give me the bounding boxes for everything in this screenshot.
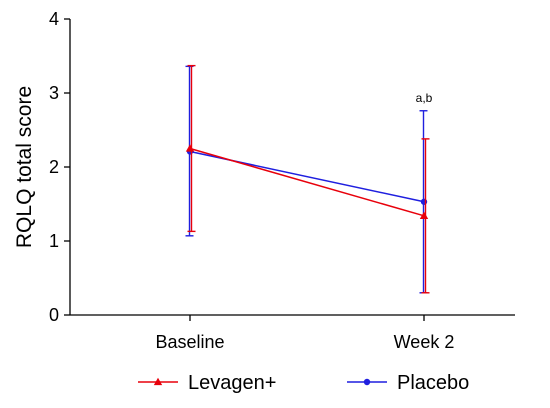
data-point bbox=[185, 144, 195, 152]
x-tick-label: Baseline bbox=[155, 332, 224, 352]
data-point bbox=[420, 198, 428, 205]
x-tick-label: Week 2 bbox=[394, 332, 455, 352]
legend-label: Levagen+ bbox=[188, 372, 276, 394]
y-tick-label: 0 bbox=[49, 305, 59, 325]
y-tick-label: 2 bbox=[49, 157, 59, 177]
y-axis-title: RQLQ total score bbox=[13, 86, 36, 248]
legend-label: Placebo bbox=[397, 372, 469, 394]
series-line bbox=[189, 147, 425, 217]
legend: Levagen+ Placebo bbox=[138, 372, 469, 394]
y-tick-label: 3 bbox=[49, 83, 59, 103]
y-tick-label: 4 bbox=[49, 9, 59, 29]
legend-item: Placebo bbox=[347, 372, 469, 394]
y-ticks: 0 1 2 3 4 bbox=[49, 9, 70, 325]
series-placebo bbox=[185, 65, 428, 294]
annotation-label: a,b bbox=[416, 91, 433, 105]
legend-swatch-marker bbox=[153, 377, 163, 386]
y-tick-label: 1 bbox=[49, 231, 59, 251]
series-levagen bbox=[185, 64, 430, 294]
legend-swatch-marker bbox=[363, 378, 371, 386]
data-point bbox=[419, 211, 429, 219]
legend-item: Levagen+ bbox=[138, 372, 276, 394]
plot-area: a,b bbox=[185, 64, 433, 294]
x-ticks: Baseline Week 2 bbox=[155, 315, 454, 352]
axes bbox=[69, 19, 515, 316]
